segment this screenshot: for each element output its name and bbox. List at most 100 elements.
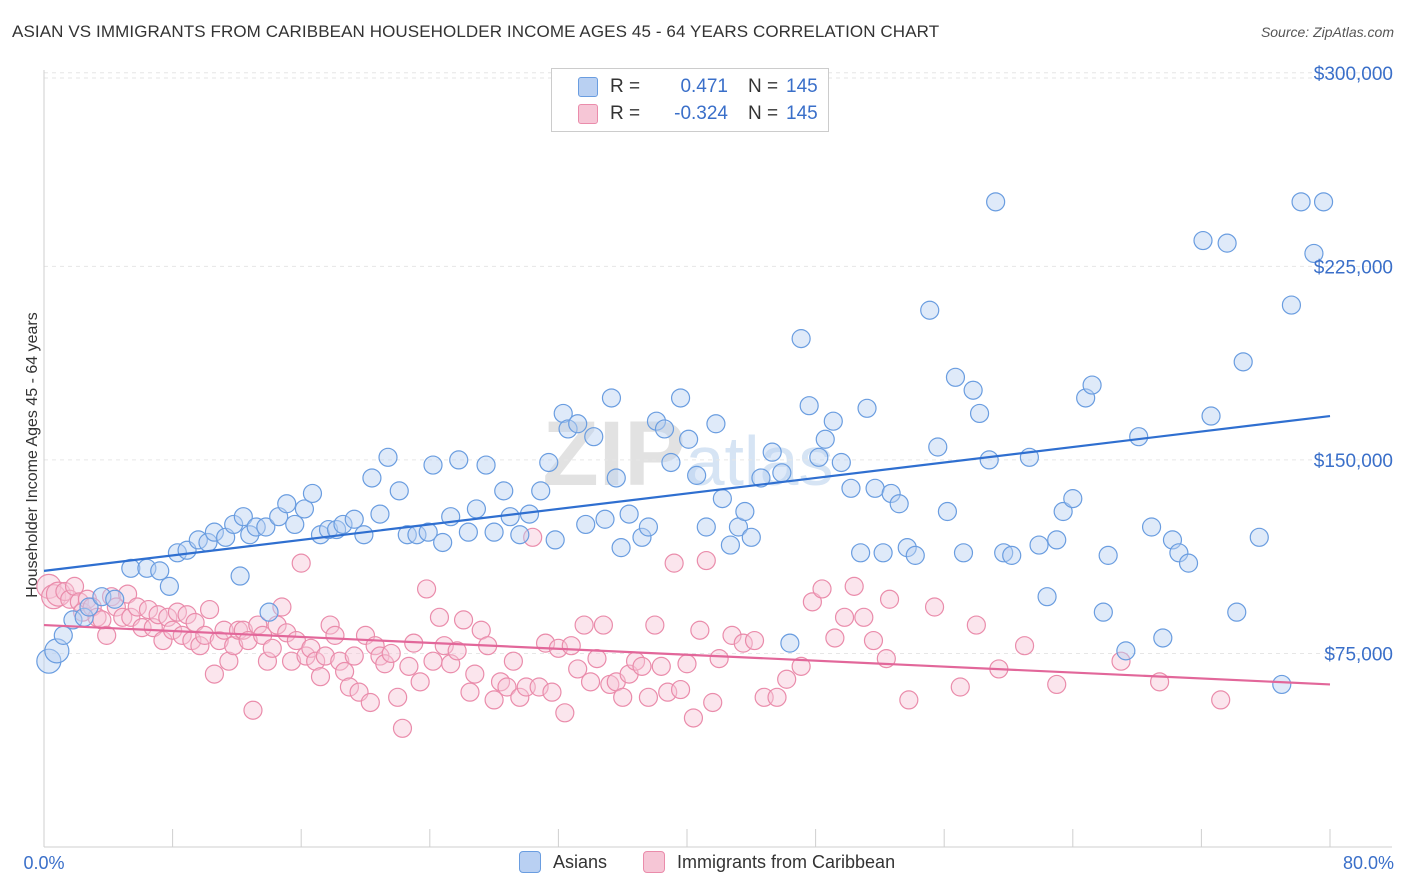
caribbean-point [1047, 674, 1067, 695]
caribbean-point [399, 656, 419, 676]
asians-point [632, 527, 652, 547]
asians-point [494, 481, 514, 501]
asians-point [230, 566, 250, 586]
asians-point [150, 561, 170, 581]
caribbean-point [243, 700, 263, 720]
asians-point [1093, 602, 1113, 622]
asians-point [531, 481, 551, 501]
y-tick-label: $75,000 [1324, 644, 1393, 665]
caribbean-point [97, 625, 117, 645]
asians-point [344, 509, 364, 529]
asians-point [661, 452, 681, 473]
asians-point [370, 504, 390, 524]
asians-point [654, 419, 675, 439]
n-value: 145 [786, 103, 818, 124]
asians-trend-line [43, 414, 1331, 572]
caribbean-point [844, 576, 864, 596]
caribbean-point [632, 656, 652, 676]
asians-point [712, 489, 732, 509]
caribbean-point [209, 630, 229, 651]
y-tick-label: $225,000 [1314, 257, 1393, 278]
asians-point [873, 543, 893, 563]
caribbean-point [272, 597, 292, 617]
caribbean-trend-line [43, 623, 1331, 686]
asians-point [285, 514, 305, 535]
asians-point [584, 427, 604, 447]
asians-point [706, 414, 726, 434]
asians-point [1227, 602, 1247, 622]
asians-point [611, 538, 631, 558]
asians-point [1129, 427, 1149, 447]
asians-point [1201, 406, 1221, 426]
caribbean-point [899, 690, 919, 710]
asians-point [277, 494, 297, 514]
asians-point [945, 367, 966, 387]
caribbean-point [238, 630, 258, 651]
asians-point [256, 517, 276, 537]
asians-point [762, 442, 782, 462]
asians-point [1304, 243, 1324, 264]
asians-point [476, 455, 496, 475]
asians-point [423, 455, 443, 475]
caribbean-point [777, 669, 797, 689]
asians-point [1037, 587, 1057, 607]
caribbean-point [638, 687, 659, 707]
caribbean-point [330, 651, 350, 671]
caribbean-point [924, 597, 945, 617]
caribbean-point [127, 597, 147, 617]
caribbean-point [375, 654, 395, 674]
caribbean-point [195, 625, 215, 645]
caribbean-point [1014, 636, 1035, 656]
asians-point [53, 625, 73, 645]
asians-point [823, 411, 843, 431]
asians-point [638, 517, 659, 537]
caribbean-point [306, 651, 326, 671]
caribbean-point [392, 718, 413, 738]
r-value: 0.471 [680, 76, 728, 97]
asians-point [1291, 192, 1311, 212]
caribbean-point [670, 679, 691, 700]
caribbean-point [490, 672, 511, 692]
asians-point [809, 447, 829, 467]
legend-row-caribbean: R = -0.324 N = 145 [578, 102, 818, 126]
asians-point [362, 468, 382, 488]
asians-point [1281, 295, 1302, 315]
asians-point [1249, 527, 1269, 547]
caribbean-point [879, 589, 900, 609]
caribbean-point [291, 553, 311, 573]
legend-item-caribbean: Immigrants from Caribbean [643, 851, 895, 873]
caribbean-point [767, 687, 787, 707]
axes [43, 70, 1392, 848]
asians-point [1053, 501, 1073, 522]
asians-point [159, 576, 179, 596]
caribbean-point [834, 607, 855, 627]
caribbean-point [733, 633, 753, 653]
caribbean-point [510, 687, 530, 707]
caribbean-point [683, 708, 704, 728]
caribbean-point [281, 651, 302, 671]
asians-point [841, 478, 861, 498]
asians-point [558, 419, 578, 439]
asians-point [1153, 628, 1173, 648]
watermark: ZIPatlas [543, 403, 834, 505]
asians-point [601, 388, 622, 408]
asians-point [953, 543, 974, 563]
asians-point [1116, 641, 1136, 661]
asians-point [294, 499, 315, 519]
y-tick-label: $300,000 [1314, 64, 1393, 85]
asians-point [105, 589, 125, 609]
asians-point [986, 192, 1006, 212]
asians-point [1217, 233, 1237, 253]
caribbean-point [460, 682, 480, 702]
legend-item-asians: Asians [519, 851, 607, 873]
asians-point [851, 543, 871, 563]
caribbean-point [497, 677, 517, 697]
r-value: -0.324 [674, 103, 728, 124]
caribbean-point [966, 615, 986, 635]
asians-point [963, 380, 983, 400]
caribbean-point [117, 584, 138, 604]
caribbean-point [190, 636, 210, 656]
asians-point [318, 519, 339, 540]
asians-point [302, 483, 323, 504]
